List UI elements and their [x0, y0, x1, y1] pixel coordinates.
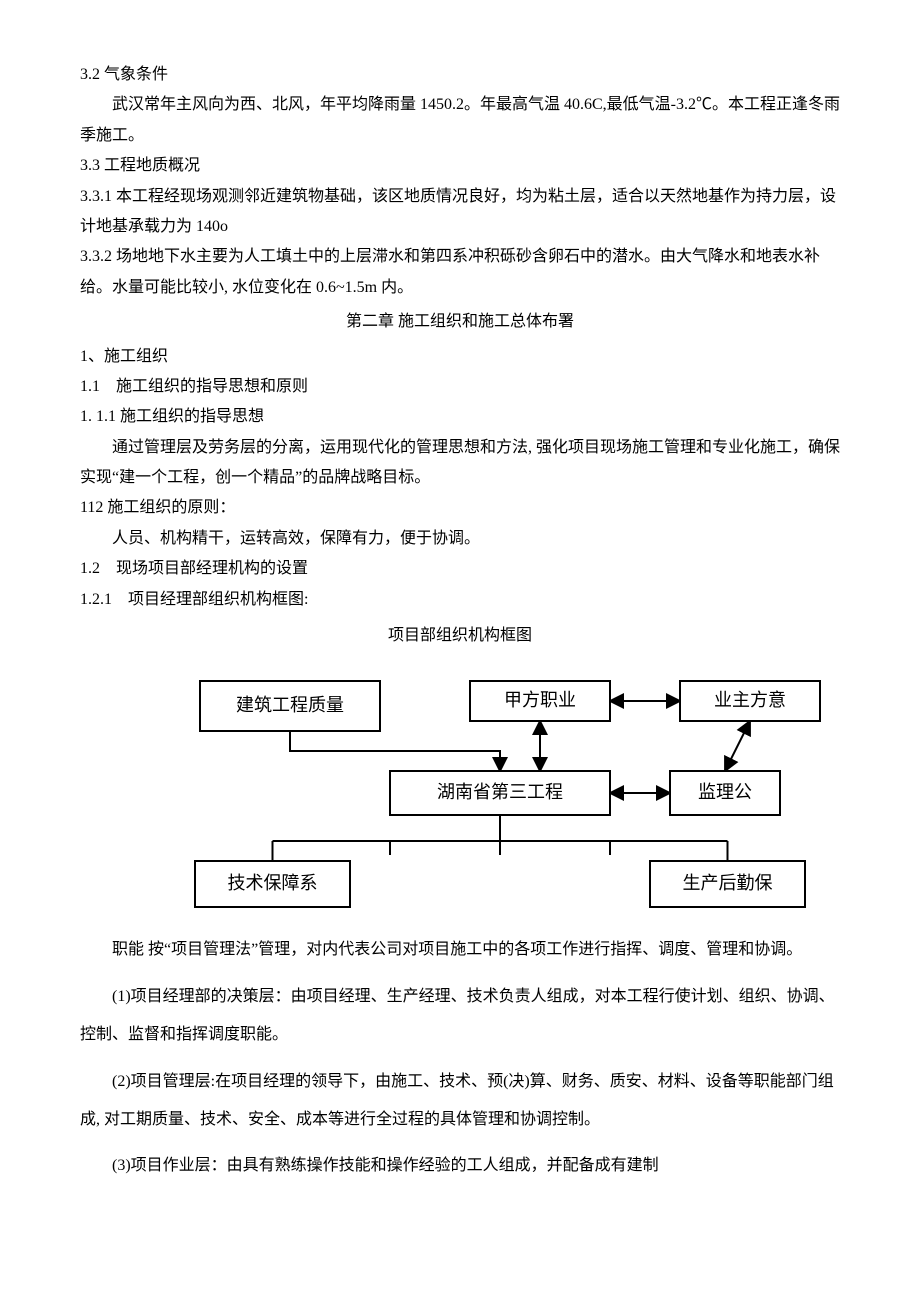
body-3-3-2: 3.3.2 场地地下水主要为人工填土中的上层滞水和第四系冲积砾砂含卵石中的潜水。…	[80, 242, 840, 303]
heading-3-3: 3.3 工程地质概况	[80, 151, 840, 181]
heading-1-1-1: 1. 1.1 施工组织的指导思想	[80, 402, 840, 432]
diagram-title: 项目部组织机构框图	[80, 621, 840, 651]
heading-112: 112 施工组织的原则：	[80, 493, 840, 523]
heading-1-2-1: 1.2.1 项目经理部组织机构框图:	[80, 585, 840, 615]
chapter-2-title: 第二章 施工组织和施工总体布署	[80, 307, 840, 337]
svg-text:甲方职业: 甲方职业	[504, 691, 576, 711]
body-3-3-1: 3.3.1 本工程经现场观测邻近建筑物基础，该区地质情况良好，均为粘土层，适合以…	[80, 182, 840, 243]
heading-1: 1、施工组织	[80, 342, 840, 372]
heading-1-2: 1.2 现场项目部经理机构的设置	[80, 554, 840, 584]
svg-text:技术保障系: 技术保障系	[228, 874, 318, 894]
svg-text:业主方意: 业主方意	[714, 691, 786, 711]
heading-1-1: 1.1 施工组织的指导思想和原则	[80, 372, 840, 402]
post-diagram-4: (3)项目作业层：由具有熟练操作技能和操作经验的工人组成，并配备成有建制	[80, 1147, 840, 1185]
org-chart-diagram: 建筑工程质量 甲方职业 业主方意湖南省第三工程 监理公技术保障系 生产后勤保	[80, 661, 840, 921]
svg-text:生产后勤保: 生产后勤保	[683, 874, 773, 894]
svg-text:监理公: 监理公	[698, 783, 752, 803]
body-112: 人员、机构精干，运转高效，保障有力，便于协调。	[80, 524, 840, 554]
svg-text:湖南省第三工程: 湖南省第三工程	[437, 783, 563, 803]
body-3-2: 武汉常年主风向为西、北风，年平均降雨量 1450.2。年最高气温 40.6C,最…	[80, 90, 840, 151]
post-diagram-2: (1)项目经理部的决策层：由项目经理、生产经理、技术负责人组成，对本工程行使计划…	[80, 978, 840, 1055]
post-diagram-3: (2)项目管理层:在项目经理的领导下，由施工、技术、预(决)算、财务、质安、材料…	[80, 1063, 840, 1140]
body-1-1-1: 通过管理层及劳务层的分离，运用现代化的管理思想和方法, 强化项目现场施工管理和专…	[80, 433, 840, 494]
post-diagram-1: 职能 按“项目管理法”管理，对内代表公司对项目施工中的各项工作进行指挥、调度、管…	[80, 931, 840, 969]
svg-text:建筑工程质量: 建筑工程质量	[236, 696, 344, 716]
heading-3-2: 3.2 气象条件	[80, 60, 840, 90]
